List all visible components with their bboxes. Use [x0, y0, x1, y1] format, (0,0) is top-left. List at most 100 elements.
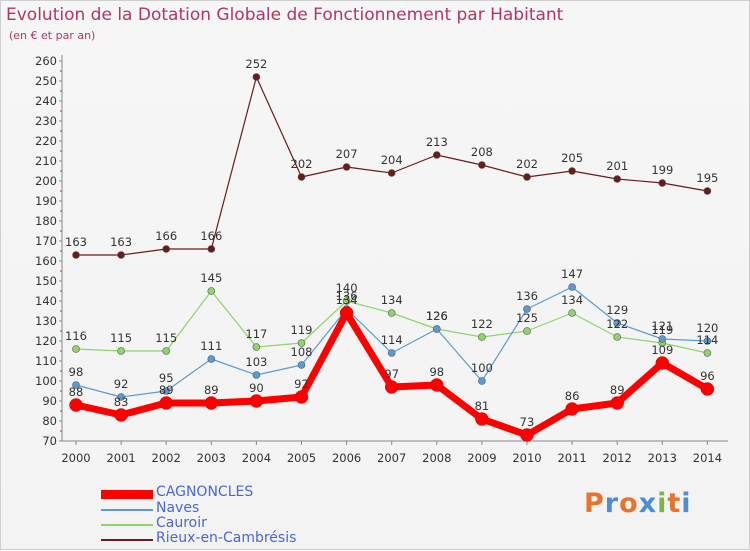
- y-tick-label: 130: [35, 314, 57, 328]
- x-tick-label: 2002: [152, 451, 181, 465]
- y-tick-label: 90: [42, 394, 57, 408]
- legend-swatch-rieux-en-cambresis: [101, 539, 153, 541]
- x-tick-label: 2010: [512, 451, 541, 465]
- data-label: 163: [65, 235, 87, 249]
- legend-label-cauroir: Cauroir: [156, 515, 207, 531]
- logo-letter: x: [638, 488, 658, 519]
- data-label: 166: [155, 229, 177, 243]
- x-tick-label: 2004: [242, 451, 271, 465]
- data-label: 205: [561, 151, 583, 165]
- data-label: 125: [516, 311, 538, 325]
- data-point: [613, 333, 622, 341]
- y-tick-label: 260: [35, 54, 57, 68]
- legend-swatch-naves: [101, 509, 153, 511]
- data-point: [252, 73, 261, 81]
- data-point: [72, 251, 80, 259]
- data-point: [384, 380, 399, 394]
- x-tick-label: 2005: [287, 451, 316, 465]
- logo-letter: P: [584, 488, 605, 519]
- y-tick-label: 200: [35, 174, 57, 188]
- data-label: 213: [426, 135, 448, 149]
- data-point: [252, 343, 261, 351]
- data-point: [565, 402, 579, 416]
- data-label: 100: [471, 361, 493, 375]
- data-label: 140: [336, 281, 358, 295]
- data-label: 119: [651, 323, 673, 337]
- data-label: 129: [606, 303, 628, 317]
- chart-subtitle: (en € et par an): [9, 29, 96, 42]
- data-point: [568, 283, 576, 291]
- data-label: 92: [294, 377, 309, 391]
- y-tick-label: 140: [35, 294, 57, 308]
- chart-title: Evolution de la Dotation Globale de Fonc…: [6, 5, 564, 25]
- y-tick-label: 150: [35, 274, 57, 288]
- data-point: [523, 305, 531, 313]
- data-point: [249, 394, 264, 408]
- data-point: [432, 325, 441, 333]
- series-cauroir: [72, 287, 712, 357]
- data-label: 108: [291, 345, 313, 359]
- y-tick-label: 220: [35, 134, 57, 148]
- x-tick-label: 2011: [557, 451, 586, 465]
- data-label: 163: [110, 235, 132, 249]
- data-point: [207, 245, 216, 253]
- legend-swatch-cagnoncles: [101, 490, 153, 499]
- data-label: 114: [696, 333, 718, 347]
- x-tick-label: 2006: [332, 451, 361, 465]
- data-point: [658, 335, 667, 343]
- data-label: 204: [381, 153, 403, 167]
- legend-label-naves: Naves: [156, 500, 200, 516]
- data-label: 95: [159, 371, 174, 385]
- data-label: 83: [114, 395, 129, 409]
- data-label: 96: [700, 369, 715, 383]
- data-label: 119: [291, 323, 313, 337]
- data-point: [387, 349, 396, 357]
- logo-letter: t: [667, 488, 682, 519]
- y-tick-label: 100: [35, 374, 57, 388]
- data-label: 89: [610, 383, 625, 397]
- data-label: 134: [381, 293, 403, 307]
- data-point: [655, 356, 670, 370]
- data-label: 90: [249, 381, 264, 395]
- data-point: [613, 319, 622, 327]
- data-point: [478, 377, 486, 385]
- x-tick-label: 2000: [61, 451, 90, 465]
- data-point: [252, 371, 261, 379]
- data-label: 111: [200, 339, 222, 353]
- y-tick-label: 210: [35, 154, 57, 168]
- data-label: 114: [381, 333, 403, 347]
- data-label: 147: [561, 267, 583, 281]
- logo-letter: i: [657, 488, 668, 519]
- x-tick-label: 2001: [106, 451, 135, 465]
- y-tick-label: 110: [35, 354, 57, 368]
- data-label: 199: [651, 163, 673, 177]
- data-label: 103: [245, 355, 267, 369]
- data-label: 207: [336, 147, 358, 161]
- data-label: 117: [245, 327, 267, 341]
- data-point: [613, 175, 622, 183]
- data-point: [703, 349, 712, 357]
- data-point: [478, 333, 486, 341]
- y-tick-label: 120: [35, 334, 57, 348]
- x-tick-label: 2009: [467, 451, 496, 465]
- data-point: [475, 412, 489, 426]
- data-label: 166: [200, 229, 222, 243]
- data-point: [703, 187, 712, 195]
- data-point: [294, 390, 309, 404]
- data-point: [162, 245, 170, 253]
- data-label: 126: [426, 309, 448, 323]
- proxiti-logo: Proxiti: [584, 488, 692, 519]
- data-point: [432, 151, 441, 159]
- data-label: 126: [426, 309, 448, 323]
- y-tick-label: 160: [35, 254, 57, 268]
- data-point: [297, 361, 306, 369]
- data-label: 122: [606, 317, 628, 331]
- data-labels-layer: 163 163 166 166 252 202 207 204 213 208 202 205 201 1…: [65, 57, 718, 429]
- y-tick-label: 190: [35, 194, 57, 208]
- data-label: 195: [696, 171, 718, 185]
- data-point: [162, 387, 170, 395]
- data-point: [117, 393, 125, 401]
- data-point: [658, 179, 667, 187]
- legend-label-rieux-en-cambresis: Rieux-en-Cambrésis: [156, 530, 297, 546]
